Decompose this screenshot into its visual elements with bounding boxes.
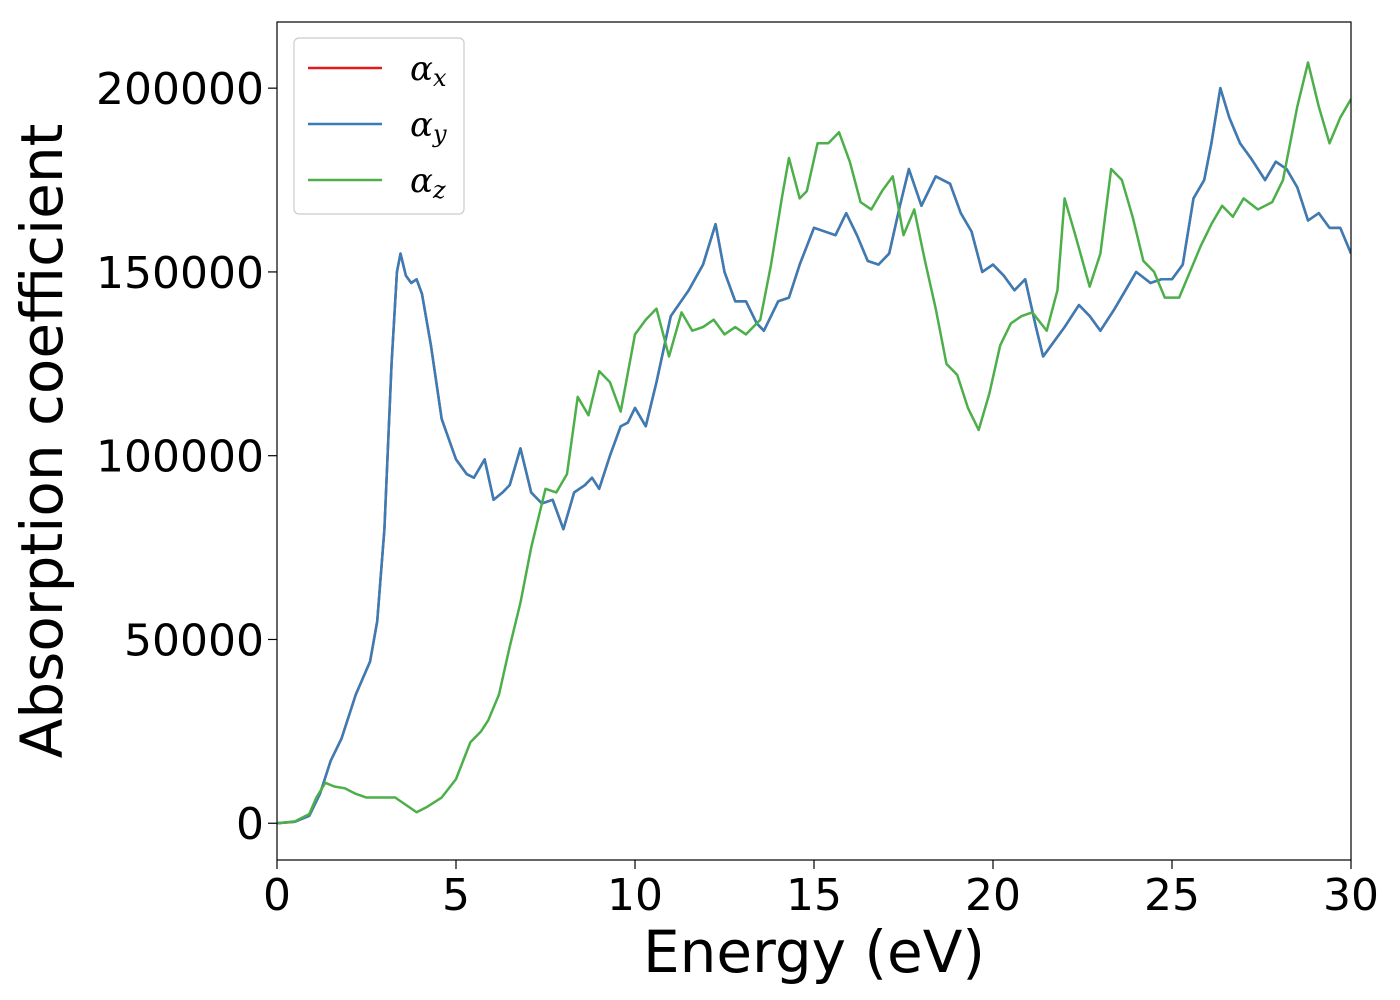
x-tick-label: 15 bbox=[786, 870, 842, 921]
legend-label-alpha-z: αz bbox=[410, 161, 446, 204]
legend-label-alpha-x: αx bbox=[410, 49, 447, 92]
y-tick-label: 0 bbox=[236, 799, 264, 850]
x-tick-label: 10 bbox=[607, 870, 663, 921]
x-tick-label: 5 bbox=[442, 870, 470, 921]
y-axis-title: Absorption coefficient bbox=[8, 124, 76, 759]
ticks-layer: 0 5 10 15 20 25 30 0 50000 100000 150000 200000 bbox=[96, 64, 1379, 921]
legend-frame bbox=[293, 37, 465, 215]
y-tick-label: 50000 bbox=[124, 615, 264, 666]
series-line-α-y bbox=[277, 86, 1351, 825]
legend-label-alpha-y: αy bbox=[410, 105, 447, 148]
x-tick-label: 20 bbox=[965, 870, 1021, 921]
y-tick-label: 200000 bbox=[96, 64, 264, 115]
x-tick-label: 0 bbox=[263, 870, 291, 921]
x-axis-title: Energy (eV) bbox=[643, 918, 985, 986]
y-tick-label: 100000 bbox=[96, 432, 264, 483]
legend: αx αy αz bbox=[293, 37, 465, 215]
series-layer bbox=[277, 61, 1351, 825]
series-line-α-z bbox=[277, 61, 1351, 825]
y-tick-label: 150000 bbox=[96, 248, 264, 299]
x-tick-label: 25 bbox=[1144, 870, 1200, 921]
x-tick-label: 30 bbox=[1323, 870, 1379, 921]
